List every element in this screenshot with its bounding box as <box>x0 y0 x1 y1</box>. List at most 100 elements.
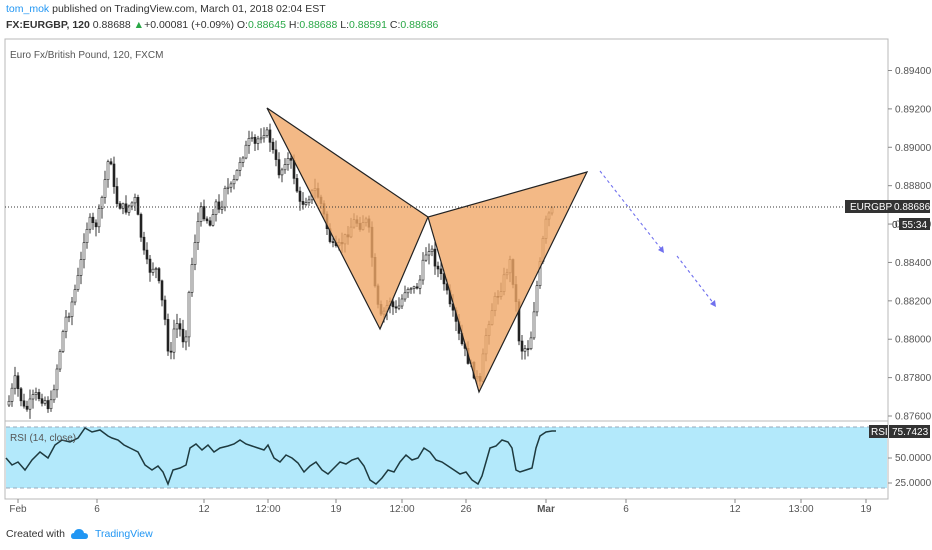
candle-body <box>439 268 443 274</box>
candle-body <box>274 149 278 160</box>
price-change: +0.00081 (+0.09%) <box>144 19 234 31</box>
candle-body <box>58 351 62 370</box>
countdown-box <box>899 218 930 230</box>
candle-body <box>250 137 254 139</box>
candle-body <box>151 268 155 273</box>
candle-body <box>190 264 194 293</box>
candle-body <box>211 214 215 226</box>
price-tick-label: 0.88800 <box>895 181 932 192</box>
candle-body <box>526 348 530 350</box>
candle-body <box>418 279 422 289</box>
candle-body <box>52 389 56 401</box>
candle-body <box>22 400 26 407</box>
rsi-tick-50: 50.0000 <box>895 453 932 464</box>
candle-body <box>67 316 71 318</box>
candle-body <box>244 144 248 159</box>
time-tick-label: 6 <box>623 504 629 515</box>
candle-body <box>115 186 119 204</box>
candle-body <box>127 205 131 213</box>
harmonic-pattern-left <box>266 107 429 331</box>
candle-body <box>142 236 146 251</box>
candle-body <box>181 328 185 343</box>
candle-body <box>532 311 536 339</box>
created-with-text: Created with <box>6 528 65 540</box>
candle-body <box>391 301 395 308</box>
candle-body <box>535 285 539 313</box>
chart-title: Euro Fx/British Pound, 120, FXCM <box>10 50 163 61</box>
candle-body <box>202 206 206 220</box>
candle-body <box>406 288 410 294</box>
published-text: published on TradingView.com, March 01, … <box>52 3 326 15</box>
candle-body <box>40 398 44 404</box>
candle-body <box>283 164 287 171</box>
candle-body <box>523 348 527 352</box>
candle-body <box>223 188 227 208</box>
candle-body <box>118 203 122 209</box>
candle-body <box>208 220 212 226</box>
candle-body <box>70 301 74 317</box>
candle-body <box>226 186 230 189</box>
candle-body <box>193 242 197 265</box>
price-tag: EURGBP 0.88686 0 55:34 <box>845 200 931 231</box>
candle-body <box>76 275 80 290</box>
candle-body <box>136 197 140 215</box>
candle-body <box>271 141 275 150</box>
candle-body <box>166 319 170 352</box>
candle-body <box>409 288 413 290</box>
candle-body <box>262 135 266 139</box>
candle-body <box>430 248 434 253</box>
candle-body <box>7 400 11 406</box>
candle-body <box>79 259 83 276</box>
tradingview-cloud-icon <box>70 529 88 539</box>
time-tick-label: 6 <box>94 504 100 515</box>
candle-body <box>49 399 53 409</box>
candle-body <box>232 179 236 185</box>
candle-body <box>403 292 407 300</box>
arrow-head-2 <box>710 300 716 307</box>
price-tick-label: 0.89000 <box>895 143 932 154</box>
candle-body <box>424 254 428 261</box>
candle-body <box>154 268 158 270</box>
candle-body <box>94 222 98 228</box>
candle-body <box>19 388 23 402</box>
low-label: L: <box>340 19 350 31</box>
time-tick-label: Mar <box>537 504 555 515</box>
candle-body <box>289 158 293 161</box>
candle-body <box>436 265 440 270</box>
candle-body <box>205 218 209 222</box>
candle-body <box>298 190 302 202</box>
candle-body <box>148 258 152 273</box>
rsi-tick-25: 25.0000 <box>895 478 932 489</box>
price-tick-label: 0.88000 <box>895 335 932 346</box>
candle-body <box>172 328 176 353</box>
tradingview-brand[interactable]: TradingView <box>94 528 153 540</box>
candle-body <box>88 216 92 230</box>
time-tick-label: 19 <box>330 504 342 515</box>
up-triangle-icon: ▲ <box>133 19 145 31</box>
candle-body <box>91 216 95 223</box>
candle-body <box>187 292 191 338</box>
rsi-tag-value-box <box>889 425 930 438</box>
username-link[interactable]: tom_mok <box>6 3 50 15</box>
high-value: 0.88688 <box>299 19 338 31</box>
candle-body <box>106 161 110 180</box>
arrow-head-1 <box>658 246 664 253</box>
last-price: 0.88688 <box>92 19 131 31</box>
candle-body <box>103 179 107 198</box>
candle-body <box>169 350 173 353</box>
price-tick-label: 0.89200 <box>895 104 932 115</box>
rsi-line <box>5 427 556 487</box>
rsi-tag-value: 75.7423 <box>892 427 929 438</box>
price-tick-label: 0.89400 <box>895 66 932 77</box>
candle-body <box>304 202 308 205</box>
candle-body <box>100 197 104 209</box>
open-label: O: <box>236 19 248 31</box>
time-tick-label: 26 <box>460 504 472 515</box>
price-tag-symbol: EURGBP <box>850 202 893 213</box>
rsi-tag-label: RSI <box>871 427 888 438</box>
candle-body <box>25 405 29 410</box>
time-tick-label: 19 <box>860 504 872 515</box>
candle-body <box>34 392 38 395</box>
candle-body <box>217 201 221 210</box>
